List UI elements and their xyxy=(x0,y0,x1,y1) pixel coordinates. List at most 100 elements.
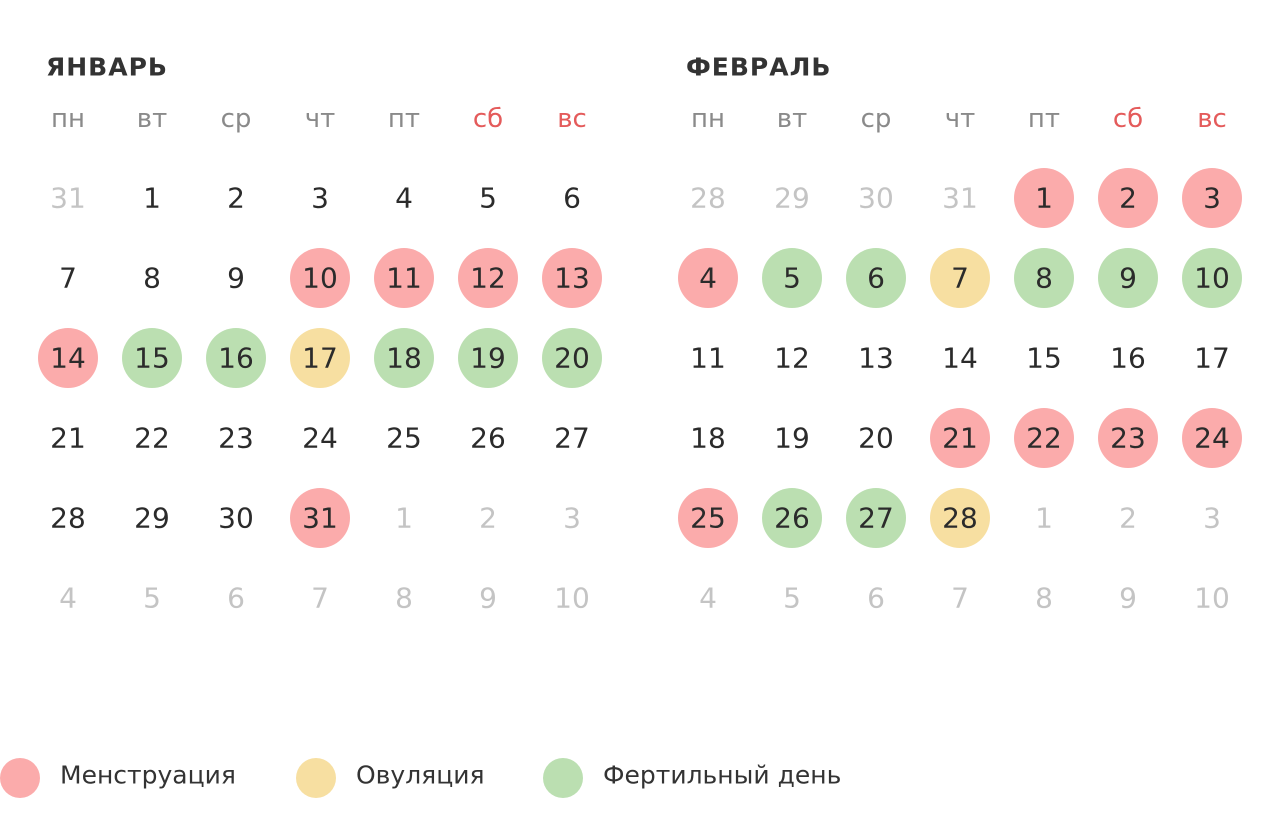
day-cell[interactable]: 7 xyxy=(951,582,969,615)
day-cell[interactable]: 18 xyxy=(374,328,434,388)
day-cell[interactable]: 31 xyxy=(290,488,350,548)
day-cell[interactable]: 17 xyxy=(290,328,350,388)
day-cell[interactable]: 21 xyxy=(50,422,86,455)
weekday-label: пт xyxy=(388,104,420,134)
day-cell[interactable]: 20 xyxy=(858,422,894,455)
day-cell[interactable]: 2 xyxy=(227,182,245,215)
day-cell[interactable]: 15 xyxy=(122,328,182,388)
day-number: 22 xyxy=(134,422,170,455)
day-cell[interactable]: 11 xyxy=(690,342,726,375)
day-cell[interactable]: 1 xyxy=(143,182,161,215)
day-cell[interactable]: 21 xyxy=(930,408,990,468)
day-cell[interactable]: 26 xyxy=(470,422,506,455)
day-cell[interactable]: 29 xyxy=(134,502,170,535)
day-cell[interactable]: 4 xyxy=(395,182,413,215)
day-cell[interactable]: 19 xyxy=(774,422,810,455)
day-cell[interactable]: 24 xyxy=(302,422,338,455)
day-cell[interactable]: 27 xyxy=(554,422,590,455)
day-cell[interactable]: 1 xyxy=(395,502,413,535)
day-cell[interactable]: 31 xyxy=(50,182,86,215)
day-cell[interactable]: 22 xyxy=(1014,408,1074,468)
day-cell[interactable]: 29 xyxy=(774,182,810,215)
day-cell[interactable]: 5 xyxy=(783,582,801,615)
day-cell[interactable]: 8 xyxy=(395,582,413,615)
day-cell[interactable]: 7 xyxy=(930,248,990,308)
day-cell[interactable]: 14 xyxy=(942,342,978,375)
day-cell[interactable]: 23 xyxy=(1098,408,1158,468)
day-number: 25 xyxy=(690,502,726,535)
day-cell[interactable]: 6 xyxy=(227,582,245,615)
day-cell[interactable]: 10 xyxy=(1194,582,1230,615)
day-cell[interactable]: 18 xyxy=(690,422,726,455)
day-cell[interactable]: 15 xyxy=(1026,342,1062,375)
day-cell[interactable]: 7 xyxy=(59,262,77,295)
day-cell[interactable]: 9 xyxy=(479,582,497,615)
weekday-label: сб xyxy=(1113,104,1143,134)
day-highlight xyxy=(374,248,434,308)
day-cell[interactable]: 10 xyxy=(1182,248,1242,308)
day-cell[interactable]: 16 xyxy=(206,328,266,388)
day-cell[interactable]: 10 xyxy=(554,582,590,615)
day-cell[interactable]: 12 xyxy=(458,248,518,308)
day-cell[interactable]: 20 xyxy=(542,328,602,388)
day-cell[interactable]: 30 xyxy=(218,502,254,535)
day-cell[interactable]: 4 xyxy=(678,248,738,308)
day-cell[interactable]: 23 xyxy=(218,422,254,455)
day-cell[interactable]: 16 xyxy=(1110,342,1146,375)
day-highlight xyxy=(458,248,518,308)
day-cell[interactable]: 5 xyxy=(479,182,497,215)
day-cell[interactable]: 3 xyxy=(1203,502,1221,535)
day-cell[interactable]: 10 xyxy=(290,248,350,308)
day-cell[interactable]: 9 xyxy=(227,262,245,295)
day-cell[interactable]: 13 xyxy=(858,342,894,375)
weekday-label: сб xyxy=(473,104,503,134)
day-cell[interactable]: 13 xyxy=(542,248,602,308)
day-number: 6 xyxy=(563,182,581,215)
day-cell[interactable]: 2 xyxy=(479,502,497,535)
day-cell[interactable]: 4 xyxy=(699,582,717,615)
day-cell[interactable]: 6 xyxy=(563,182,581,215)
day-cell[interactable]: 22 xyxy=(134,422,170,455)
day-cell[interactable]: 25 xyxy=(678,488,738,548)
day-cell[interactable]: 31 xyxy=(942,182,978,215)
day-cell[interactable]: 1 xyxy=(1035,502,1053,535)
day-highlight xyxy=(846,248,906,308)
day-cell[interactable]: 24 xyxy=(1182,408,1242,468)
day-cell[interactable]: 2 xyxy=(1119,502,1137,535)
weekday-label: ср xyxy=(861,104,892,134)
day-cell[interactable]: 27 xyxy=(846,488,906,548)
day-cell[interactable]: 8 xyxy=(143,262,161,295)
day-cell[interactable]: 25 xyxy=(386,422,422,455)
day-cell[interactable]: 5 xyxy=(762,248,822,308)
day-cell[interactable]: 8 xyxy=(1014,248,1074,308)
day-cell[interactable]: 5 xyxy=(143,582,161,615)
day-cell[interactable]: 1 xyxy=(1014,168,1074,228)
day-cell[interactable]: 17 xyxy=(1194,342,1230,375)
day-cell[interactable]: 28 xyxy=(690,182,726,215)
day-cell[interactable]: 30 xyxy=(858,182,894,215)
day-cell[interactable]: 9 xyxy=(1098,248,1158,308)
day-cell[interactable]: 3 xyxy=(311,182,329,215)
day-cell[interactable]: 28 xyxy=(930,488,990,548)
day-cell[interactable]: 19 xyxy=(458,328,518,388)
day-cell[interactable]: 9 xyxy=(1119,582,1137,615)
day-cell[interactable]: 8 xyxy=(1035,582,1053,615)
day-number: 8 xyxy=(395,582,413,615)
weekday-label: пт xyxy=(1028,104,1060,134)
day-cell[interactable]: 11 xyxy=(374,248,434,308)
day-cell[interactable]: 12 xyxy=(774,342,810,375)
day-cell[interactable]: 7 xyxy=(311,582,329,615)
day-cell[interactable]: 14 xyxy=(38,328,98,388)
legend: Менструация Овуляция Фертильный день xyxy=(0,758,841,798)
day-cell[interactable]: 4 xyxy=(59,582,77,615)
day-cell[interactable]: 6 xyxy=(867,582,885,615)
day-number: 4 xyxy=(699,262,717,295)
day-cell[interactable]: 3 xyxy=(563,502,581,535)
day-number: 3 xyxy=(311,182,329,215)
day-cell[interactable]: 26 xyxy=(762,488,822,548)
day-cell[interactable]: 6 xyxy=(846,248,906,308)
day-cell[interactable]: 2 xyxy=(1098,168,1158,228)
day-cell[interactable]: 3 xyxy=(1182,168,1242,228)
day-cell[interactable]: 28 xyxy=(50,502,86,535)
day-number: 5 xyxy=(783,582,801,615)
